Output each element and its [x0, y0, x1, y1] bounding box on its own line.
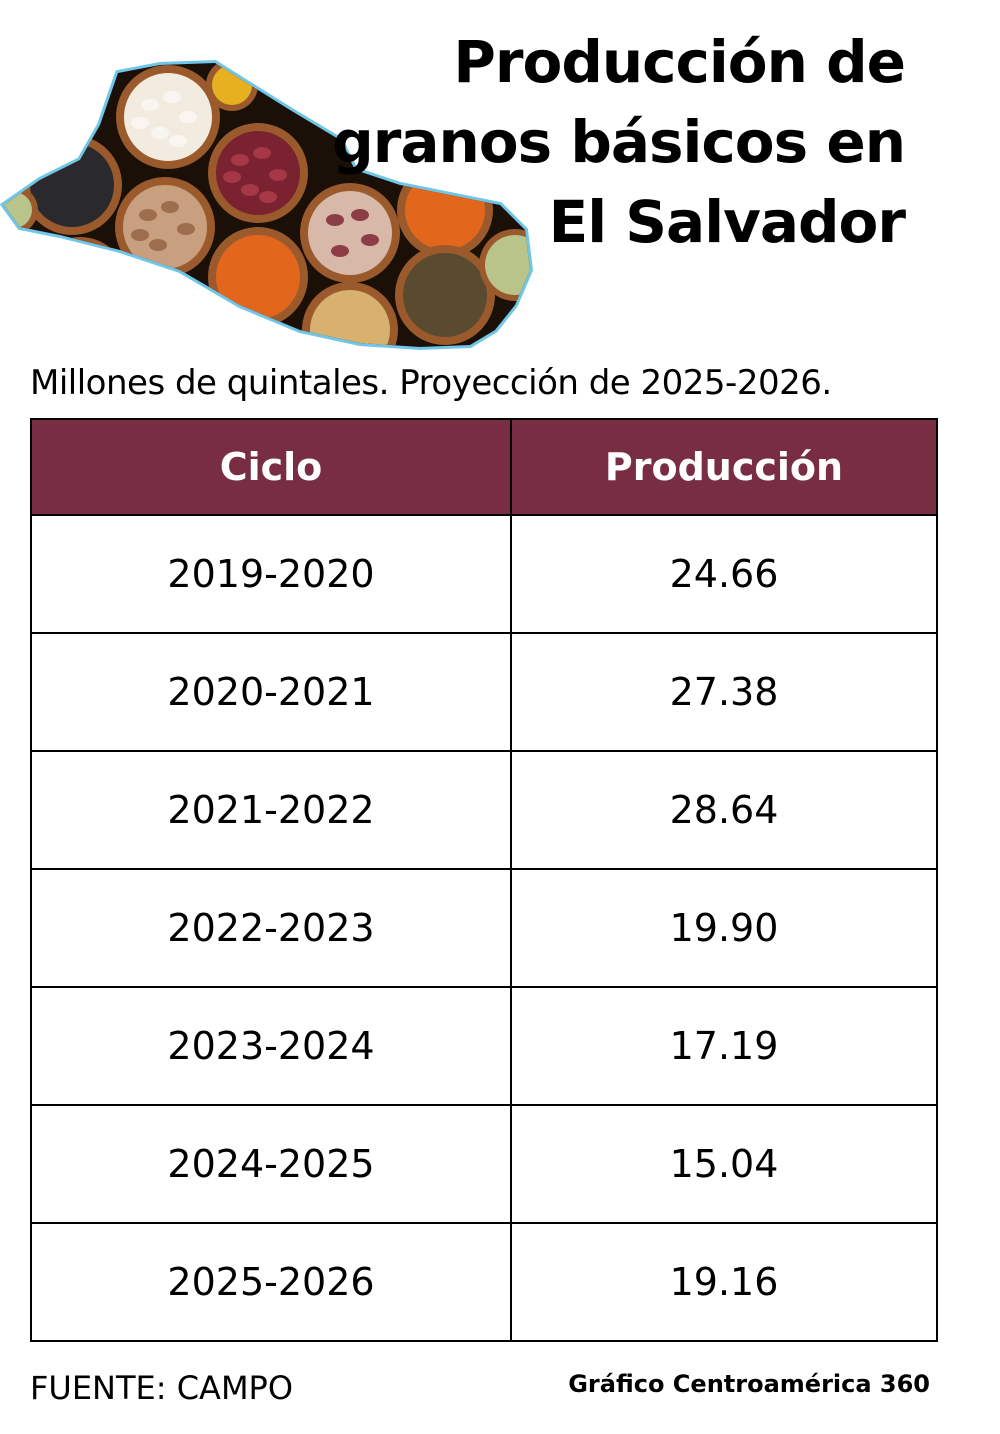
bean-bowl-orange-lentil: [208, 227, 308, 327]
cell-produccion: 27.38: [510, 632, 938, 752]
subtitle: Millones de quintales. Proyección de 202…: [30, 363, 832, 403]
cell-ciclo: 2020-2021: [30, 632, 512, 752]
table-row: 2023-2024 17.19: [30, 986, 938, 1106]
bean-bowl-pinto: [115, 177, 215, 277]
title-line-3: El Salvador: [548, 188, 906, 256]
table-row: 2021-2022 28.64: [30, 750, 938, 870]
table-row: 2019-2020 24.66: [30, 514, 938, 634]
column-header-ciclo: Ciclo: [30, 418, 512, 516]
title-line-1: Producción de: [453, 28, 906, 96]
bean-bowl-black-lentil: [22, 135, 122, 235]
bean-bowl-red-white: [300, 183, 400, 283]
cell-ciclo: 2024-2025: [30, 1104, 512, 1224]
bean-bowl-brown-lentil: [395, 245, 495, 345]
el-salvador-map-beans-illustration: [0, 59, 534, 351]
cell-produccion: 19.16: [510, 1222, 938, 1342]
table-row: 2025-2026 19.16: [30, 1222, 938, 1342]
cell-produccion: 19.90: [510, 868, 938, 988]
bean-bowl-red: [208, 123, 308, 223]
table-row: 2022-2023 19.90: [30, 868, 938, 988]
cell-ciclo: 2022-2023: [30, 868, 512, 988]
credit-note: Gráfico Centroamérica 360: [568, 1370, 930, 1398]
cell-ciclo: 2025-2026: [30, 1222, 512, 1342]
source-note: FUENTE: CAMPO: [30, 1369, 294, 1407]
cell-produccion: 17.19: [510, 986, 938, 1106]
bean-bowl-chickpea: [302, 282, 398, 347]
cell-ciclo: 2019-2020: [30, 514, 512, 634]
bean-bowl-white: [116, 65, 220, 169]
table-header-row: Ciclo Producción: [30, 418, 938, 516]
page-title: Producción de granos básicos en El Salva…: [332, 22, 906, 262]
cell-ciclo: 2023-2024: [30, 986, 512, 1106]
bean-bowl-green-pea: [479, 229, 530, 301]
title-line-2: granos básicos en: [332, 108, 906, 176]
cell-ciclo: 2021-2022: [30, 750, 512, 870]
table-row: 2024-2025 15.04: [30, 1104, 938, 1224]
cell-produccion: 15.04: [510, 1104, 938, 1224]
cell-produccion: 24.66: [510, 514, 938, 634]
table-row: 2020-2021 27.38: [30, 632, 938, 752]
cell-produccion: 28.64: [510, 750, 938, 870]
production-table: Ciclo Producción 2019-2020 24.66 2020-20…: [30, 418, 938, 1342]
column-header-produccion: Producción: [510, 418, 938, 516]
